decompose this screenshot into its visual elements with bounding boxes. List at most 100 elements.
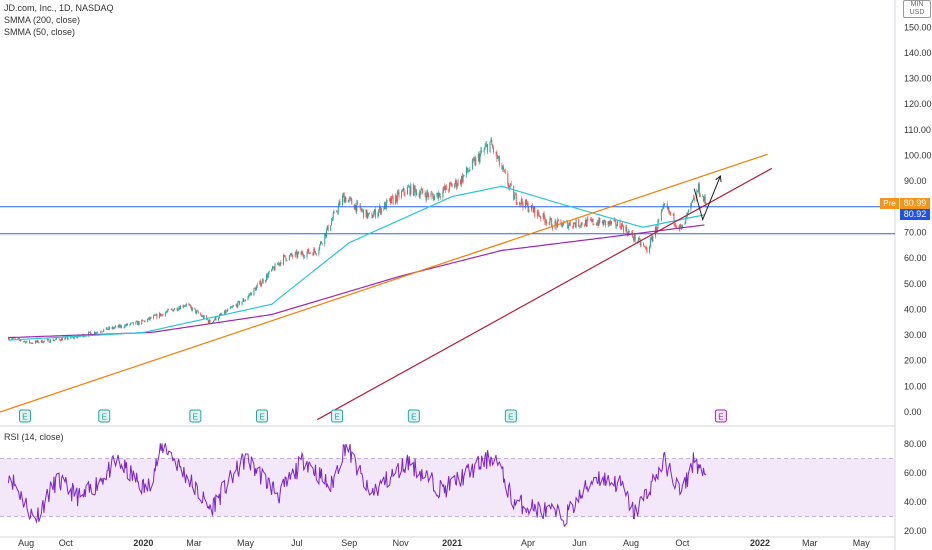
candle-body bbox=[360, 208, 362, 211]
candle-body bbox=[465, 167, 467, 176]
candle-body bbox=[256, 284, 258, 287]
earnings-marker-label: E bbox=[102, 413, 107, 422]
candle-body bbox=[467, 171, 469, 172]
candle-body bbox=[589, 219, 591, 220]
earnings-marker[interactable]: E bbox=[407, 409, 420, 423]
candle-body bbox=[502, 166, 504, 170]
candle-body bbox=[177, 309, 179, 311]
candle-body bbox=[52, 339, 54, 341]
candle-body bbox=[567, 220, 569, 229]
candle-body bbox=[120, 325, 122, 328]
candle-body bbox=[313, 248, 315, 256]
candle-body bbox=[101, 331, 103, 333]
candle-body bbox=[390, 196, 392, 204]
candle-body bbox=[664, 203, 666, 205]
candle-body bbox=[526, 203, 528, 205]
candle-body bbox=[414, 185, 416, 190]
candle-body bbox=[527, 203, 529, 212]
candle-body bbox=[12, 337, 14, 339]
candle-body bbox=[649, 246, 651, 253]
candle-body bbox=[568, 224, 570, 229]
candle-body bbox=[325, 229, 327, 237]
candle-body bbox=[460, 180, 462, 185]
candle-body bbox=[156, 314, 158, 319]
earnings-marker-box bbox=[255, 409, 268, 423]
candle-body bbox=[501, 165, 503, 170]
candle-body bbox=[492, 147, 494, 153]
candle-body bbox=[188, 303, 190, 306]
candle-body bbox=[274, 263, 276, 271]
candle-body bbox=[490, 139, 492, 142]
candle-body bbox=[348, 198, 350, 201]
candle-body bbox=[320, 241, 322, 244]
earnings-marker[interactable]: E bbox=[331, 409, 344, 423]
candle-body bbox=[233, 305, 235, 307]
candle-body bbox=[693, 197, 695, 201]
candle-body bbox=[301, 252, 303, 255]
candle-body bbox=[658, 219, 660, 221]
candle-body bbox=[238, 301, 240, 302]
candle-body bbox=[557, 219, 559, 221]
candle-body bbox=[611, 221, 613, 224]
candle-body bbox=[147, 317, 149, 320]
candle-body bbox=[462, 175, 464, 183]
candle-body bbox=[261, 279, 263, 284]
candle-body bbox=[318, 249, 320, 255]
candle-body bbox=[235, 304, 237, 306]
candle-body bbox=[159, 313, 161, 317]
time-tick-label: 2021 bbox=[442, 538, 462, 548]
candle-body bbox=[288, 255, 290, 261]
candle-body bbox=[450, 183, 452, 185]
time-tick-label: May bbox=[237, 538, 255, 548]
earnings-marker[interactable]: E bbox=[98, 409, 111, 423]
candle-body bbox=[250, 292, 252, 295]
candle-body bbox=[208, 319, 210, 323]
currency-unit-button[interactable]: MIN USD bbox=[903, 0, 931, 18]
candle-body bbox=[330, 225, 332, 231]
earnings-marker[interactable]: E bbox=[504, 409, 517, 423]
last-price-tag: 80.92 bbox=[900, 209, 930, 221]
candle-body bbox=[167, 309, 169, 312]
candle-body bbox=[190, 306, 192, 311]
earnings-marker[interactable]: E bbox=[18, 409, 31, 423]
candle-body bbox=[503, 166, 505, 170]
candle-body bbox=[54, 339, 56, 341]
candle-body bbox=[645, 247, 647, 249]
candle-body bbox=[142, 320, 144, 322]
candle-body bbox=[283, 255, 285, 256]
candle-body bbox=[341, 195, 343, 206]
rsi-line bbox=[7, 443, 707, 528]
candle-body bbox=[550, 218, 552, 220]
candle-body bbox=[585, 219, 587, 227]
candle-body bbox=[284, 255, 286, 258]
candle-body bbox=[136, 321, 138, 322]
earnings-marker-box bbox=[714, 409, 727, 423]
earnings-marker-upcoming[interactable]: E bbox=[714, 409, 727, 423]
candle-body bbox=[667, 207, 669, 209]
candle-body bbox=[431, 193, 433, 195]
candle-body bbox=[533, 206, 535, 212]
candle-body bbox=[397, 191, 399, 193]
trendline-lower bbox=[316, 167, 773, 421]
candle-body bbox=[67, 338, 69, 340]
candle-body bbox=[126, 323, 128, 326]
candle-body bbox=[407, 186, 409, 188]
candle-body bbox=[230, 306, 232, 308]
rsi-tick-label: 40.00 bbox=[904, 497, 927, 507]
price-tick-label: 150.00 bbox=[904, 22, 932, 32]
candle-body bbox=[610, 220, 612, 224]
candle-body bbox=[244, 300, 246, 302]
candle-body bbox=[385, 200, 387, 209]
candle-body bbox=[342, 193, 344, 196]
candle-body bbox=[126, 323, 128, 326]
candle-body bbox=[129, 324, 131, 326]
candle-body bbox=[49, 342, 51, 343]
candle-body bbox=[148, 317, 150, 320]
earnings-marker[interactable]: E bbox=[189, 409, 202, 423]
earnings-marker-box bbox=[18, 409, 31, 423]
candle-body bbox=[384, 202, 386, 210]
candle-body bbox=[32, 343, 34, 344]
earnings-marker[interactable]: E bbox=[255, 409, 268, 423]
earnings-marker-label: E bbox=[193, 413, 198, 422]
